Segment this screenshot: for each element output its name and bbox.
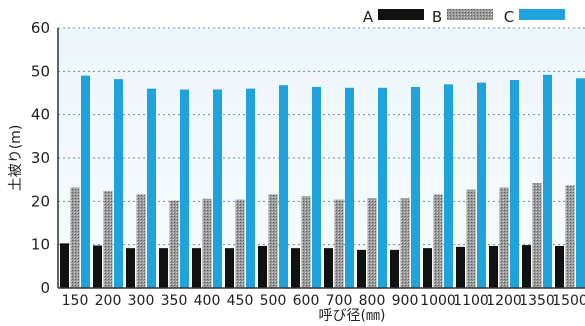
bar-c (312, 86, 321, 288)
bar-c (246, 88, 255, 289)
x-tick-label: 450 (227, 293, 254, 309)
plot-area (58, 28, 585, 288)
x-tick-label: 800 (359, 293, 386, 309)
x-tick-labels: 150 200 300 350 400 450 500 600 700 800 900 1000110… (62, 293, 585, 309)
bar-b (400, 198, 410, 288)
bar-b (136, 194, 146, 288)
y-tick-label: 0 (40, 279, 50, 297)
bar-b (334, 199, 344, 288)
bar-c (213, 89, 222, 289)
x-tick-label: 1200 (486, 293, 522, 309)
x-tick-label: 900 (392, 293, 419, 309)
bar-b (466, 189, 476, 288)
y-tick-label: 60 (31, 19, 50, 37)
bar-c (444, 84, 453, 288)
x-tick-label: 1100 (453, 293, 489, 309)
x-tick-label: 500 (260, 293, 287, 309)
bar-a (159, 248, 168, 288)
bar-b (565, 185, 575, 288)
bar-c (378, 87, 387, 288)
x-tick-label: 300 (128, 293, 155, 309)
x-tick-label: 1500 (552, 293, 585, 309)
bar-b (367, 198, 377, 288)
bar-b (499, 187, 509, 288)
legend-swatch (378, 9, 424, 20)
bar-a (192, 248, 201, 288)
bar-a (324, 248, 333, 288)
x-tick-label: 700 (326, 293, 353, 309)
bar-b (70, 187, 80, 288)
bar-a (60, 243, 69, 288)
legend-swatch (447, 9, 493, 20)
bar-b (301, 196, 311, 288)
legend: A B C (363, 8, 565, 26)
bar-c (543, 74, 552, 288)
bar-c (114, 79, 123, 288)
bar-a (423, 248, 432, 288)
bar-a (390, 249, 399, 288)
bar-b (235, 199, 245, 288)
legend-label: A (363, 8, 374, 26)
bar-b (103, 190, 113, 288)
bar-b (433, 194, 443, 288)
x-tick-label: 1000 (420, 293, 456, 309)
bar-a (126, 248, 135, 288)
bar-a (93, 245, 102, 288)
bar-c (411, 86, 420, 288)
bar-b (268, 194, 278, 288)
bar-a (489, 245, 498, 288)
bar-a (291, 248, 300, 288)
legend-swatch (519, 9, 565, 20)
bar-b (532, 183, 542, 288)
x-tick-label: 600 (293, 293, 320, 309)
bar-b (169, 200, 179, 288)
y-tick-label: 40 (31, 106, 50, 124)
bar-c (477, 82, 486, 288)
x-tick-label: 150 (62, 293, 89, 309)
bar-c (180, 89, 189, 289)
bar-c (576, 78, 585, 289)
x-axis-title: 呼び径(㎜) (319, 308, 386, 324)
bar-c (345, 87, 354, 288)
y-tick-labels: 0 10 20 30 40 50 60 (31, 19, 50, 297)
bar-a (555, 245, 564, 288)
bar-c (279, 85, 288, 288)
bar-c (81, 75, 90, 289)
legend-label: C (504, 8, 514, 26)
legend-label: B (432, 8, 442, 26)
bar-a (522, 245, 531, 288)
bar-a (258, 245, 267, 288)
y-tick-label: 20 (31, 192, 50, 210)
bar-c (510, 80, 519, 288)
y-tick-label: 30 (31, 149, 50, 167)
bar-c (147, 88, 156, 289)
bar-a (225, 248, 234, 288)
bar-a (357, 249, 366, 288)
bars (60, 74, 585, 289)
x-tick-label: 200 (95, 293, 122, 309)
y-tick-label: 50 (31, 62, 50, 80)
x-tick-label: 400 (194, 293, 221, 309)
y-axis-title: 土被り(m) (8, 125, 24, 192)
x-tick-label: 1350 (519, 293, 555, 309)
bar-a (456, 246, 465, 288)
x-tick-label: 350 (161, 293, 188, 309)
y-tick-label: 10 (31, 236, 50, 254)
bar-b (202, 198, 212, 288)
